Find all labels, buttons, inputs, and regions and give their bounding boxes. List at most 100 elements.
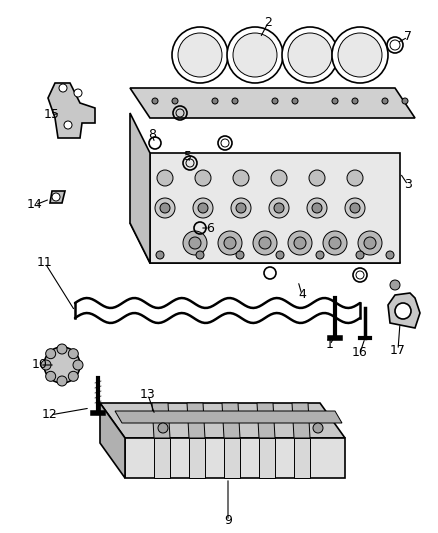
Circle shape (195, 170, 211, 186)
Text: 12: 12 (42, 408, 58, 422)
Circle shape (386, 251, 394, 259)
Polygon shape (154, 438, 170, 478)
Polygon shape (130, 113, 150, 263)
Circle shape (224, 237, 236, 249)
Circle shape (46, 372, 56, 381)
Text: 10: 10 (32, 359, 48, 372)
Circle shape (57, 344, 67, 354)
Circle shape (288, 33, 332, 77)
Polygon shape (150, 153, 400, 263)
Circle shape (352, 98, 358, 104)
Circle shape (269, 198, 289, 218)
Circle shape (338, 33, 382, 77)
Polygon shape (257, 403, 275, 438)
Circle shape (323, 231, 347, 255)
Circle shape (288, 231, 312, 255)
Polygon shape (388, 293, 420, 328)
Circle shape (233, 33, 277, 77)
Circle shape (52, 193, 60, 201)
Circle shape (232, 98, 238, 104)
Polygon shape (130, 88, 415, 118)
Text: 7: 7 (404, 30, 412, 44)
Circle shape (236, 203, 246, 213)
Circle shape (332, 98, 338, 104)
Text: 13: 13 (140, 389, 156, 401)
Polygon shape (259, 438, 275, 478)
Circle shape (259, 237, 271, 249)
Circle shape (402, 98, 408, 104)
Text: 8: 8 (148, 128, 156, 141)
Circle shape (276, 251, 284, 259)
Text: 1: 1 (326, 338, 334, 351)
Text: 11: 11 (37, 256, 53, 270)
Polygon shape (152, 403, 170, 438)
Polygon shape (100, 403, 345, 438)
Text: 15: 15 (44, 109, 60, 122)
Circle shape (172, 27, 228, 83)
Circle shape (253, 231, 277, 255)
Circle shape (236, 251, 244, 259)
Circle shape (356, 251, 364, 259)
Circle shape (44, 347, 80, 383)
Text: 6: 6 (206, 222, 214, 235)
Circle shape (152, 98, 158, 104)
Polygon shape (294, 438, 310, 478)
Circle shape (172, 98, 178, 104)
Circle shape (272, 98, 278, 104)
Polygon shape (125, 438, 345, 478)
Circle shape (74, 89, 82, 97)
Polygon shape (48, 83, 95, 138)
Circle shape (364, 237, 376, 249)
Circle shape (271, 170, 287, 186)
Circle shape (329, 237, 341, 249)
Circle shape (46, 349, 56, 359)
Circle shape (160, 203, 170, 213)
Polygon shape (222, 403, 240, 438)
Circle shape (350, 203, 360, 213)
Circle shape (307, 198, 327, 218)
Polygon shape (130, 223, 400, 263)
Circle shape (155, 198, 175, 218)
Circle shape (227, 27, 283, 83)
Circle shape (193, 198, 213, 218)
Circle shape (316, 251, 324, 259)
Text: 2: 2 (264, 17, 272, 29)
Circle shape (157, 170, 173, 186)
Circle shape (382, 98, 388, 104)
Circle shape (358, 231, 382, 255)
Circle shape (189, 237, 201, 249)
Polygon shape (100, 403, 125, 478)
Circle shape (178, 33, 222, 77)
Circle shape (41, 360, 51, 370)
Circle shape (332, 27, 388, 83)
Text: 17: 17 (390, 343, 406, 357)
Circle shape (231, 198, 251, 218)
Circle shape (345, 198, 365, 218)
Circle shape (294, 237, 306, 249)
Circle shape (309, 170, 325, 186)
Circle shape (68, 372, 78, 381)
Circle shape (390, 280, 400, 290)
Polygon shape (187, 403, 205, 438)
Circle shape (158, 423, 168, 433)
Circle shape (282, 27, 338, 83)
Circle shape (347, 170, 363, 186)
Text: 3: 3 (404, 179, 412, 191)
Text: 4: 4 (298, 288, 306, 302)
Polygon shape (115, 411, 342, 423)
Polygon shape (189, 438, 205, 478)
Circle shape (183, 231, 207, 255)
Text: 5: 5 (184, 149, 192, 163)
Circle shape (233, 170, 249, 186)
Polygon shape (292, 403, 310, 438)
Circle shape (59, 84, 67, 92)
Circle shape (68, 349, 78, 359)
Circle shape (57, 376, 67, 386)
Polygon shape (50, 191, 65, 203)
Polygon shape (224, 438, 240, 478)
Circle shape (313, 423, 323, 433)
Circle shape (312, 203, 322, 213)
Circle shape (274, 203, 284, 213)
Circle shape (292, 98, 298, 104)
Circle shape (212, 98, 218, 104)
